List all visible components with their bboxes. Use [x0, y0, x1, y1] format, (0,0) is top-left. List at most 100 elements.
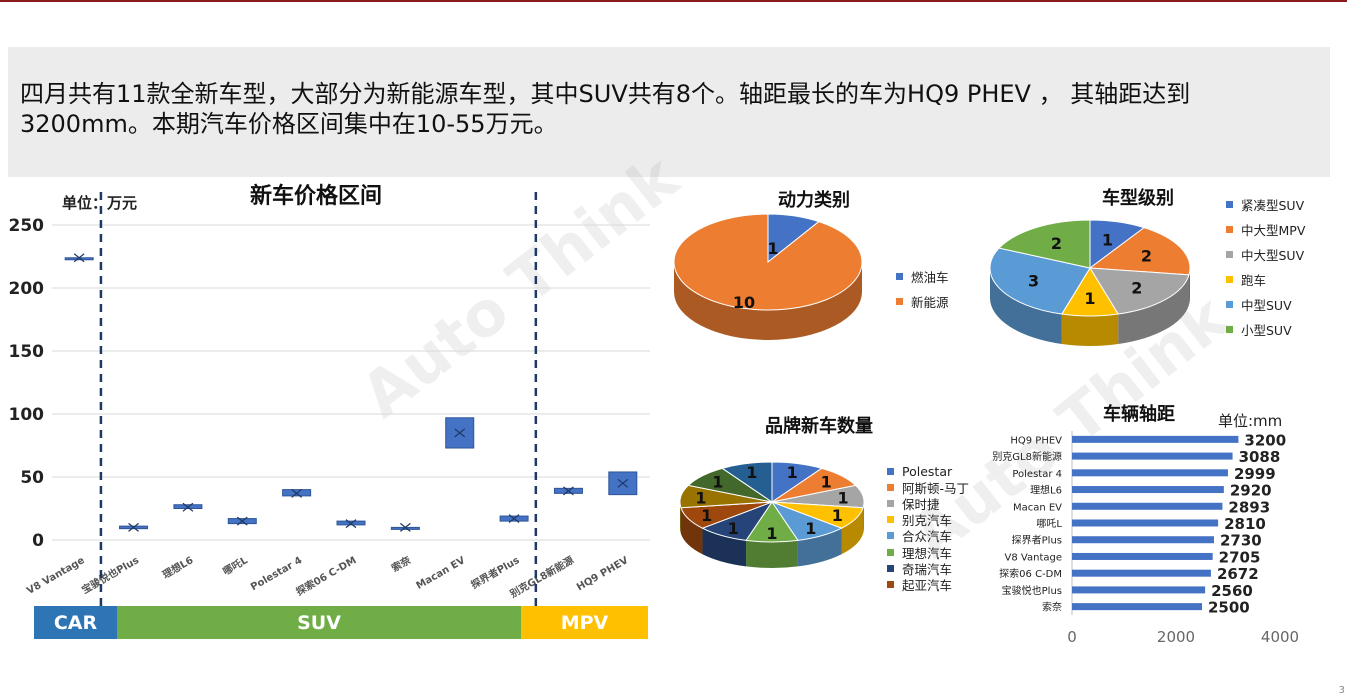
legend-swatch [887, 516, 894, 524]
segment-car: CAR [34, 606, 117, 639]
legend-label: 奇瑞汽车 [902, 561, 953, 577]
price-unit-label: 单位：万元 [62, 194, 138, 212]
legend-item: 跑车 [1226, 267, 1305, 292]
legend-swatch [1226, 276, 1233, 283]
legend-swatch [887, 580, 894, 588]
legend-item: 别克汽车 [887, 512, 969, 528]
legend-swatch [1226, 201, 1233, 208]
pie-value-label: 2 [1141, 247, 1152, 266]
legend-item: 紧凑型SUV [1226, 192, 1305, 217]
pie-value-label: 3 [1028, 271, 1039, 290]
bar-category-label: V8 Vantage [1005, 552, 1062, 563]
pie-slice [998, 219, 1091, 269]
bar-value-label: 2672 [1217, 565, 1259, 583]
legend-item: 燃油车 [896, 264, 949, 289]
y-tick-label: 250 [9, 216, 45, 236]
pie-value-label: 1 [728, 519, 739, 538]
x-category-label: Macan EV [414, 555, 467, 592]
x-category-label: V8 Vantage [25, 555, 87, 597]
legend-label: Polestar [902, 463, 953, 479]
pie-slice [673, 213, 863, 311]
wheelbase-bar [1072, 536, 1214, 544]
pie-slice [721, 461, 773, 503]
wheelbase-bar [1072, 519, 1219, 527]
legend-label: 中大型SUV [1241, 248, 1305, 263]
legend-swatch [887, 499, 894, 507]
legend-item: 中大型SUV [1226, 242, 1305, 267]
mean-marker [508, 514, 520, 524]
pie-slice [1089, 267, 1190, 315]
y-tick-label: 100 [9, 405, 45, 425]
mean-marker [617, 478, 629, 488]
pie-value-label: 1 [712, 473, 723, 492]
legend-label: 合众汽车 [902, 529, 953, 545]
pie-value-label: 1 [746, 463, 757, 482]
legend-label: 理想汽车 [902, 545, 953, 561]
bar-category-label: 探界者Plus [1012, 534, 1062, 547]
legend-swatch [887, 483, 894, 491]
mean-marker [563, 486, 574, 496]
pie-slice [1088, 227, 1191, 276]
bar-category-label: 探索06 C-DM [999, 567, 1062, 580]
mean-marker [454, 428, 466, 438]
pie-slice-side [1061, 314, 1119, 346]
mean-marker [399, 522, 411, 532]
page-number: 3 [1338, 685, 1345, 696]
bar-value-label: 2500 [1208, 599, 1250, 617]
power-pie-legend: 燃油车新能源 [896, 264, 949, 314]
pie-slice-side [797, 528, 842, 567]
legend-label: 中型SUV [1241, 298, 1292, 313]
legend-label: 阿斯顿-马丁 [902, 480, 970, 496]
x-tick-label: 4000 [1261, 628, 1299, 646]
bar-category-label: 理想L6 [1030, 484, 1062, 497]
x-category-label: 哪吒L [220, 553, 250, 578]
pie-slice-side [863, 502, 864, 534]
bar-category-label: 哪吒L [1036, 518, 1062, 530]
segment-mpv: MPV [521, 606, 648, 639]
x-tick-label: 0 [1067, 628, 1077, 646]
pie-slice [989, 247, 1091, 315]
class-pie-title: 车型级别 [1102, 188, 1174, 209]
pie-slice-side [1118, 274, 1189, 345]
pie-value-label: 10 [733, 293, 755, 312]
pie-value-label: 1 [767, 239, 778, 258]
legend-item: 理想汽车 [887, 544, 969, 561]
pie-value-label: 1 [1102, 230, 1113, 249]
y-tick-label: 0 [32, 531, 44, 551]
legend-label: 别克汽车 [902, 513, 953, 529]
x-category-label: 探索06 C-DM [294, 553, 359, 598]
class-pie-legend: 紧凑型SUV 中大型MPV 中大型SUV 跑车中型SUV 小型SUV [1226, 192, 1305, 342]
pie-value-label: 1 [837, 489, 848, 508]
legend-item: 起亚汽车 [887, 576, 969, 593]
wheelbase-bar [1072, 586, 1206, 594]
y-tick-label: 200 [9, 279, 45, 299]
power-pie-title: 动力类别 [778, 190, 850, 211]
pie-value-label: 1 [695, 489, 706, 508]
x-category-label: 理想L6 [160, 553, 195, 581]
y-tick-label: 50 [20, 468, 44, 488]
legend-swatch [887, 467, 894, 475]
legend-label: 小型SUV [1241, 323, 1292, 338]
mean-marker [345, 519, 357, 529]
wheelbase-bar [1072, 569, 1211, 577]
legend-swatch [887, 548, 894, 556]
wheelbase-bar [1072, 603, 1202, 611]
wheelbase-bar [1072, 452, 1233, 460]
summary-text: 四月共有11款全新车型，大部分为新能源车型，其中SUV共有8个。轴距最长的车为H… [20, 79, 1310, 139]
pie-slice-side [680, 507, 703, 555]
legend-label: 起亚汽车 [902, 577, 953, 593]
legend-item: 中大型MPV [1226, 217, 1305, 242]
legend-label: 新能源 [911, 295, 949, 310]
summary-line-2: 3200mm。本期汽车价格区间集中在10-55万元。 [20, 110, 558, 138]
x-category-label: HQ9 PHEV [575, 555, 631, 593]
bar-category-label: 宝骏悦也Plus [1002, 584, 1062, 597]
pie-slice-side [746, 540, 798, 568]
legend-item: 合众汽车 [887, 528, 969, 544]
pie-value-label: 1 [1084, 289, 1095, 308]
legend-item: 新能源 [896, 289, 949, 314]
mean-marker [236, 516, 248, 526]
legend-item: 奇瑞汽车 [887, 560, 969, 577]
y-tick-label: 150 [9, 342, 45, 362]
wheelbase-bar [1072, 552, 1213, 560]
